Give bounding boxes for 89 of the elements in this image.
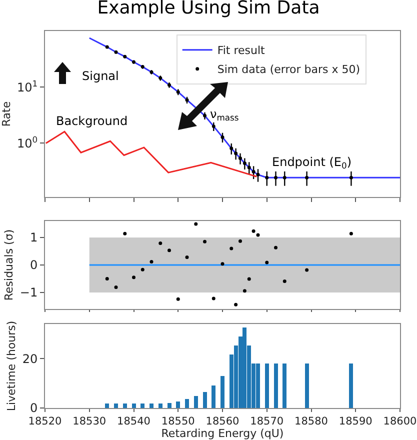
bar <box>349 364 354 408</box>
x-tick-label: 18540 <box>117 416 150 428</box>
point <box>274 176 278 180</box>
point <box>168 248 171 252</box>
bar <box>132 404 136 408</box>
point <box>234 302 238 306</box>
y-tick-label: 10$^{0}$ <box>16 134 38 150</box>
annotation: Endpoint (E$_{0}$) <box>272 155 352 171</box>
bar <box>304 364 309 408</box>
point <box>212 124 216 128</box>
legend-label: Fit result <box>217 44 266 58</box>
x-tick-label: 18570 <box>250 416 284 428</box>
bar <box>105 404 110 408</box>
point <box>238 156 242 160</box>
point <box>150 260 154 264</box>
point <box>230 146 234 150</box>
point <box>203 240 206 244</box>
bar <box>202 392 207 408</box>
bar <box>122 404 127 408</box>
point <box>282 279 286 283</box>
y-tick-label: 0 <box>30 401 38 416</box>
point <box>114 286 118 290</box>
bar <box>242 328 247 408</box>
y-axis-title: Livetime (hours) <box>4 320 18 412</box>
x-tick-label: 18590 <box>338 416 372 428</box>
bar <box>114 404 118 408</box>
bar <box>194 396 198 408</box>
point <box>282 176 286 180</box>
bar <box>158 404 162 408</box>
point <box>220 135 224 139</box>
bar <box>282 364 287 408</box>
annotation: Background <box>56 114 128 128</box>
point <box>274 246 278 250</box>
legend-label: Sim data (error bars x 50) <box>217 63 360 76</box>
point <box>105 277 109 280</box>
x-tick-label: 18520 <box>28 416 62 428</box>
bar <box>185 398 189 408</box>
point <box>238 239 242 243</box>
bar <box>150 404 154 408</box>
annotation: Signal <box>82 69 119 83</box>
bar <box>274 364 278 408</box>
y-tick-label: −1 <box>20 286 38 300</box>
point <box>230 246 234 250</box>
bar <box>212 386 216 408</box>
x-tick-label: 18530 <box>72 416 106 428</box>
point <box>305 176 309 180</box>
x-tick-label: 18550 <box>161 416 195 428</box>
y-axis-title: Residuals (σ) <box>2 229 16 301</box>
point <box>247 166 251 170</box>
point <box>256 172 260 176</box>
bar <box>220 376 224 408</box>
point <box>349 232 353 236</box>
bar <box>167 403 172 408</box>
point <box>256 233 260 237</box>
y-tick-label: 10$^{1}$ <box>16 78 38 94</box>
x-tick-label: 18600 <box>383 416 417 428</box>
point <box>234 152 238 156</box>
y-tick-label: 0 <box>30 258 38 272</box>
point <box>185 256 189 260</box>
point <box>220 262 224 266</box>
point <box>242 161 246 165</box>
x-axis-title: Retarding Energy (qU) <box>161 427 284 440</box>
point <box>212 296 216 300</box>
y-tick-label: 1 <box>30 230 38 245</box>
bar <box>176 402 180 408</box>
point <box>140 268 144 272</box>
point <box>265 176 269 180</box>
annotation: ν$_{mass}$ <box>210 107 239 123</box>
x-tick-label: 18580 <box>294 416 328 428</box>
chart-title: Example Using Sim Data <box>97 0 320 19</box>
point <box>247 277 251 281</box>
y-tick-label: 20 <box>22 352 38 366</box>
point <box>265 260 269 264</box>
point <box>305 268 309 272</box>
bar <box>140 404 145 408</box>
y-axis-title: Rate <box>0 101 13 127</box>
point <box>194 222 198 226</box>
point <box>252 170 256 174</box>
point <box>176 297 180 301</box>
bar <box>264 364 269 408</box>
point <box>252 229 256 233</box>
point <box>158 242 162 246</box>
x-tick-label: 18560 <box>206 416 240 428</box>
point <box>203 114 206 118</box>
point <box>185 98 189 102</box>
point <box>132 276 136 280</box>
point <box>123 232 127 236</box>
point <box>349 176 353 180</box>
point <box>242 289 246 293</box>
